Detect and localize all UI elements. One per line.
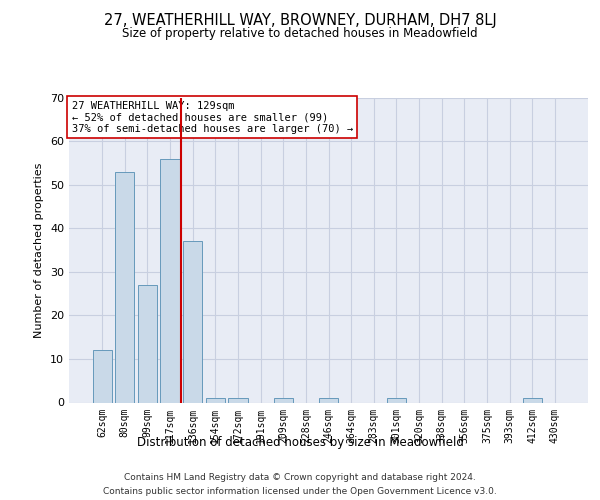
Bar	[523, 398, 542, 402]
Bar	[92, 350, 112, 403]
Bar	[387, 398, 406, 402]
Bar	[319, 398, 338, 402]
Bar	[206, 398, 225, 402]
Text: Contains public sector information licensed under the Open Government Licence v3: Contains public sector information licen…	[103, 486, 497, 496]
Text: 27 WEATHERHILL WAY: 129sqm
← 52% of detached houses are smaller (99)
37% of semi: 27 WEATHERHILL WAY: 129sqm ← 52% of deta…	[71, 100, 353, 134]
Y-axis label: Number of detached properties: Number of detached properties	[34, 162, 44, 338]
Text: 27, WEATHERHILL WAY, BROWNEY, DURHAM, DH7 8LJ: 27, WEATHERHILL WAY, BROWNEY, DURHAM, DH…	[104, 12, 496, 28]
Text: Distribution of detached houses by size in Meadowfield: Distribution of detached houses by size …	[137, 436, 463, 449]
Bar	[183, 242, 202, 402]
Bar	[229, 398, 248, 402]
Bar	[115, 172, 134, 402]
Bar	[160, 158, 180, 402]
Bar	[138, 285, 157, 403]
Bar	[274, 398, 293, 402]
Text: Size of property relative to detached houses in Meadowfield: Size of property relative to detached ho…	[122, 28, 478, 40]
Text: Contains HM Land Registry data © Crown copyright and database right 2024.: Contains HM Land Registry data © Crown c…	[124, 473, 476, 482]
